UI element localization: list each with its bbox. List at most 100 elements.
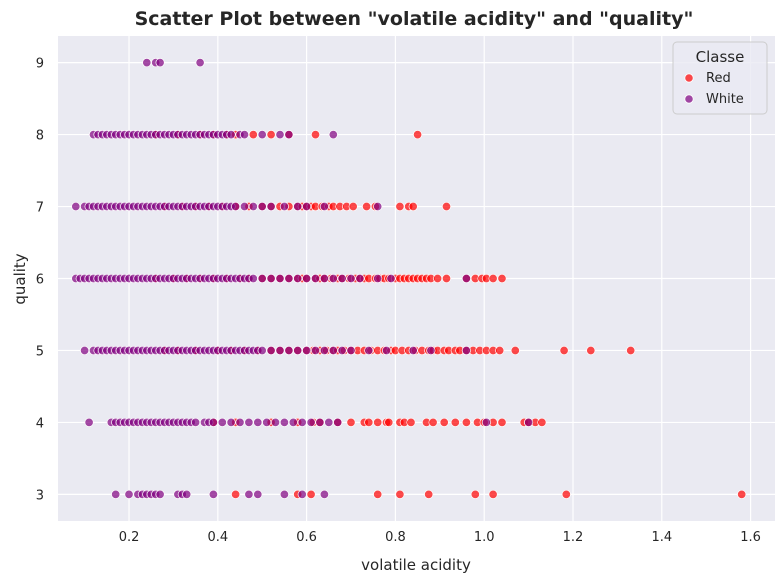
data-point-white: [195, 58, 205, 68]
data-point-red: [450, 417, 460, 427]
data-point-white: [275, 130, 285, 140]
data-point-white: [257, 345, 267, 356]
x-tick-label: 0.4: [207, 530, 228, 545]
x-axis-ticks: 0.2 0.4 0.6 0.8 1.0 1.2 1.4 1.6: [119, 530, 761, 545]
data-point-white: [80, 345, 90, 356]
data-point-white: [297, 417, 307, 427]
data-point-red: [373, 417, 383, 427]
data-point-red: [362, 201, 372, 212]
data-point-white: [279, 201, 289, 212]
data-point-red: [737, 489, 747, 499]
y-tick-label: 7: [36, 201, 44, 216]
x-tick-label: 1.2: [563, 530, 584, 545]
data-point-white: [302, 345, 312, 356]
data-point-white: [270, 417, 281, 427]
data-point-white: [373, 273, 383, 284]
data-point-red: [364, 417, 374, 427]
data-point-white: [408, 345, 418, 356]
data-point-white: [284, 273, 294, 284]
data-point-red: [384, 417, 394, 427]
data-point-red: [406, 417, 416, 427]
data-point-red: [433, 273, 443, 284]
y-tick-label: 3: [36, 488, 44, 503]
series-white-points: [71, 58, 534, 499]
data-point-white: [319, 273, 329, 284]
data-point-red: [413, 130, 423, 140]
data-point-red: [561, 489, 571, 499]
data-point-red: [495, 345, 505, 356]
data-point-white: [319, 345, 329, 356]
data-point-white: [310, 273, 321, 284]
data-point-red: [586, 345, 596, 356]
legend-label-red: Red: [706, 71, 731, 86]
data-point-white: [244, 417, 254, 427]
data-point-white: [315, 417, 325, 427]
legend: Classe Red White: [672, 41, 768, 115]
data-point-white: [364, 345, 374, 356]
data-point-white: [324, 417, 334, 427]
y-axis-label: quality: [11, 253, 29, 304]
data-point-white: [328, 130, 338, 140]
data-point-red: [348, 201, 358, 212]
data-point-red: [497, 273, 507, 284]
data-point-white: [257, 273, 267, 284]
data-point-white: [337, 273, 347, 284]
x-tick-label: 0.8: [385, 530, 406, 545]
data-point-white: [279, 489, 289, 499]
data-point-white: [319, 201, 329, 212]
data-point-red: [266, 130, 276, 140]
data-point-white: [253, 417, 263, 427]
data-point-white: [297, 489, 307, 499]
data-point-white: [346, 345, 356, 356]
data-point-white: [257, 130, 267, 140]
data-point-white: [461, 345, 471, 356]
data-point-white: [248, 201, 258, 212]
x-tick-label: 0.6: [296, 530, 317, 545]
data-point-white: [293, 345, 303, 356]
data-point-white: [84, 417, 94, 427]
data-point-white: [293, 273, 303, 284]
data-point-red: [395, 201, 405, 212]
data-point-red: [439, 417, 449, 427]
data-point-white: [239, 130, 250, 140]
data-point-red: [346, 417, 356, 427]
data-point-red: [510, 345, 520, 356]
data-point-red: [488, 273, 498, 284]
y-tick-label: 5: [36, 344, 44, 359]
data-point-white: [302, 273, 312, 284]
data-point-red: [428, 417, 438, 427]
data-point-red: [408, 201, 418, 212]
data-point-red: [306, 489, 316, 499]
data-point-white: [293, 201, 303, 212]
data-point-white: [284, 130, 294, 140]
data-point-red: [626, 345, 636, 356]
legend-label-white: White: [706, 92, 744, 107]
data-point-red: [231, 489, 241, 499]
data-point-white: [124, 489, 134, 499]
data-point-white: [346, 273, 356, 284]
data-point-white: [275, 345, 285, 356]
data-point-red: [537, 417, 547, 427]
data-point-white: [257, 201, 267, 212]
data-point-white: [386, 273, 396, 284]
data-point-white: [481, 417, 491, 427]
data-point-white: [426, 345, 436, 356]
data-point-white: [217, 417, 227, 427]
data-point-white: [288, 417, 298, 427]
y-tick-label: 4: [36, 416, 44, 431]
x-tick-label: 1.4: [651, 530, 672, 545]
data-point-white: [355, 273, 365, 284]
data-point-white: [226, 130, 236, 140]
legend-marker-red: [684, 73, 694, 83]
legend-title: Classe: [696, 48, 745, 66]
data-point-red: [395, 489, 405, 499]
data-point-red: [248, 130, 258, 140]
data-point-white: [208, 489, 218, 499]
data-point-red: [470, 489, 480, 499]
data-point-white: [111, 489, 121, 499]
data-point-white: [208, 417, 218, 427]
data-point-white: [337, 345, 347, 356]
data-point-white: [319, 489, 329, 499]
x-tick-label: 1.6: [740, 530, 761, 545]
